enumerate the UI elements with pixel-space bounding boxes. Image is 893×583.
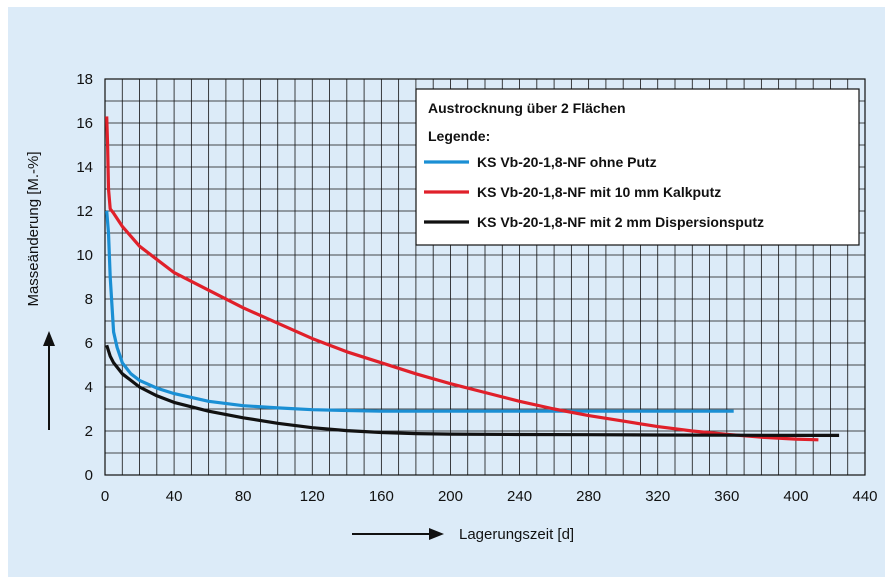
legend-subheading: Legende: <box>428 128 490 144</box>
series-lines <box>105 116 840 442</box>
x-tick-label: 320 <box>645 488 670 505</box>
legend-label-ohne-putz: KS Vb-20-1,8-NF ohne Putz <box>477 154 657 170</box>
y-tick-label: 8 <box>85 291 93 308</box>
plot-frame <box>104 78 866 476</box>
x-tick-label: 440 <box>852 488 877 505</box>
x-tick-label: 400 <box>783 488 808 505</box>
y-tick-label: 16 <box>76 115 93 132</box>
legend-label-kalkputz: KS Vb-20-1,8-NF mit 10 mm Kalkputz <box>477 184 721 200</box>
series-line-kalkputz <box>105 116 819 442</box>
y-axis-title: Masseänderung [M.-%] <box>25 151 42 306</box>
y-tick-label: 18 <box>76 71 93 88</box>
x-axis-title: Lagerungszeit [d] <box>459 526 574 543</box>
x-tick-label: 360 <box>714 488 739 505</box>
x-tick-label: 0 <box>101 488 109 505</box>
y-tick-label: 4 <box>85 379 93 396</box>
legend-label-dispersionsputz: KS Vb-20-1,8-NF mit 2 mm Dispersionsputz <box>477 214 764 230</box>
y-tick-label: 6 <box>85 335 93 352</box>
series-line-ohne-putz <box>105 210 734 413</box>
y-tick-label: 0 <box>85 467 93 484</box>
y-tick-label: 2 <box>85 423 93 440</box>
legend-box <box>415 88 860 246</box>
x-tick-label: 40 <box>166 488 183 505</box>
y-tick-label: 14 <box>76 159 93 176</box>
x-tick-label: 80 <box>235 488 252 505</box>
x-tick-label: 160 <box>369 488 394 505</box>
y-tick-label: 12 <box>76 203 93 220</box>
x-tick-label: 200 <box>438 488 463 505</box>
chart-panel: 0 2 4 6 8 10 12 14 16 18 0 40 80 120 160 200 240 280 320 3… <box>8 7 885 577</box>
x-tick-label: 240 <box>507 488 532 505</box>
y-tick-label: 10 <box>76 247 93 264</box>
series-line-dispersionsputz <box>105 344 840 437</box>
chart-svg: 0 2 4 6 8 10 12 14 16 18 0 40 80 120 160 200 240 280 320 3… <box>25 71 878 543</box>
y-tick-labels: 0 2 4 6 8 10 12 14 16 18 <box>76 71 93 484</box>
x-tick-labels: 0 40 80 120 160 200 240 280 320 360 400 440 <box>101 488 878 505</box>
grid <box>104 78 866 476</box>
x-axis-arrow <box>352 528 444 540</box>
x-tick-label: 120 <box>300 488 325 505</box>
legend: Austrocknung über 2 Flächen Legende: KS … <box>415 88 860 246</box>
x-tick-label: 280 <box>576 488 601 505</box>
y-axis-arrow <box>43 331 55 430</box>
legend-heading: Austrocknung über 2 Flächen <box>428 100 626 116</box>
